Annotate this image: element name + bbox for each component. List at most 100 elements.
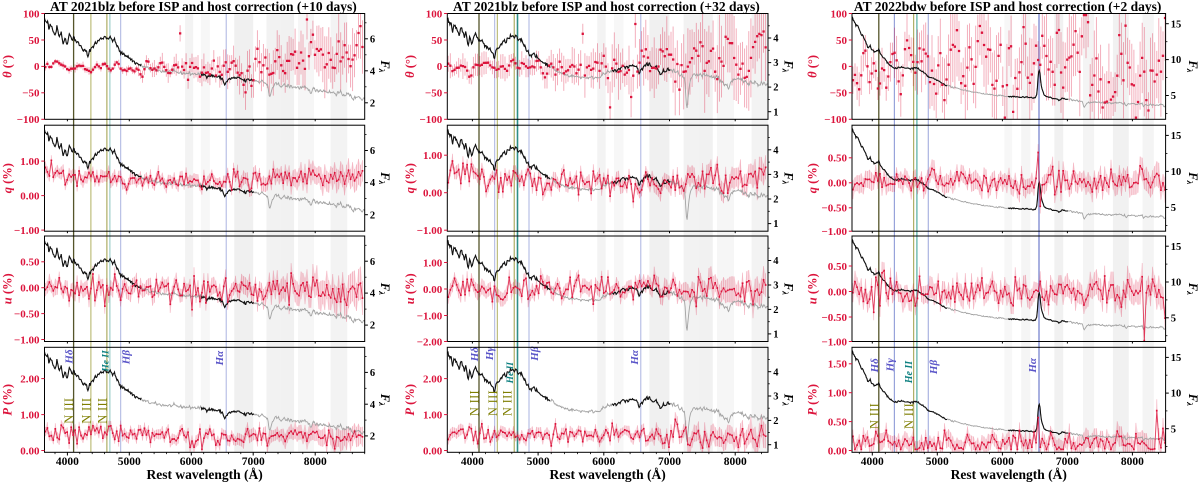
svg-text:0: 0: [842, 61, 848, 73]
svg-text:4: 4: [370, 66, 376, 77]
svg-text:1: 1: [773, 330, 778, 341]
svg-text:2: 2: [773, 416, 778, 427]
svg-text:4000: 4000: [461, 456, 484, 468]
svg-text:−1.00: −1.00: [417, 310, 443, 322]
svg-text:0: 0: [34, 61, 40, 73]
svg-text:Hγ: Hγ: [885, 358, 897, 373]
svg-text:2: 2: [773, 195, 778, 206]
svg-text:15: 15: [1171, 353, 1182, 364]
svg-text:−50: −50: [830, 88, 848, 100]
svg-text:4: 4: [773, 145, 779, 156]
svg-text:4: 4: [773, 367, 779, 378]
svg-text:1.50: 1.50: [828, 359, 848, 371]
svg-text:2: 2: [370, 432, 375, 443]
svg-text:Hβ: Hβ: [529, 346, 541, 362]
svg-text:0.50: 0.50: [828, 153, 848, 165]
svg-text:1.00: 1.00: [423, 257, 443, 269]
svg-text:3: 3: [773, 281, 778, 292]
svg-text:N III: N III: [468, 390, 482, 416]
svg-text:0.00: 0.00: [423, 188, 443, 200]
svg-text:0.00: 0.00: [20, 190, 40, 202]
svg-text:0.50: 0.50: [828, 261, 848, 273]
svg-text:Hβ: Hβ: [121, 350, 133, 366]
svg-text:0.00: 0.00: [828, 445, 848, 457]
svg-text:6000: 6000: [592, 456, 615, 468]
svg-text:2: 2: [370, 98, 375, 109]
svg-text:q (%): q (%): [403, 163, 417, 193]
svg-text:N III: N III: [500, 390, 514, 416]
svg-text:−50: −50: [22, 88, 40, 100]
svg-text:Hα: Hα: [629, 349, 641, 366]
svg-text:−0.50: −0.50: [821, 312, 847, 324]
svg-text:Rest wavelength (Å): Rest wavelength (Å): [549, 467, 665, 482]
svg-text:4: 4: [370, 289, 376, 300]
svg-text:−0.50: −0.50: [14, 308, 40, 320]
svg-text:6: 6: [370, 368, 375, 379]
svg-text:u (%): u (%): [1, 273, 15, 304]
svg-text:50: 50: [29, 35, 41, 47]
svg-text:3: 3: [773, 392, 778, 403]
svg-text:0.00: 0.00: [828, 178, 848, 190]
svg-text:2: 2: [773, 83, 778, 94]
svg-text:4000: 4000: [56, 456, 79, 468]
svg-text:Rest wavelength (Å): Rest wavelength (Å): [951, 467, 1067, 482]
svg-text:−1.00: −1.00: [821, 336, 847, 348]
svg-text:7000: 7000: [242, 456, 265, 468]
svg-text:Rest wavelength (Å): Rest wavelength (Å): [146, 467, 262, 482]
svg-text:Hγ: Hγ: [484, 347, 496, 362]
svg-text:u (%): u (%): [806, 273, 820, 304]
svg-text:50: 50: [431, 35, 443, 47]
svg-text:3: 3: [773, 170, 778, 181]
svg-text:He II: He II: [101, 350, 111, 373]
svg-text:He II: He II: [506, 362, 516, 385]
svg-text:5000: 5000: [118, 456, 141, 468]
svg-text:6: 6: [370, 257, 375, 268]
svg-text:0.00: 0.00: [20, 283, 40, 295]
svg-text:Hα: Hα: [1027, 357, 1039, 374]
svg-text:0.50: 0.50: [20, 257, 40, 269]
svg-text:100: 100: [426, 8, 443, 20]
svg-text:P (%): P (%): [806, 384, 820, 416]
svg-text:Hβ: Hβ: [928, 360, 940, 376]
svg-text:q (%): q (%): [806, 163, 820, 193]
svg-text:0.50: 0.50: [828, 416, 848, 428]
svg-text:θ (°): θ (°): [806, 55, 820, 78]
svg-text:6000: 6000: [180, 456, 203, 468]
svg-text:2: 2: [370, 321, 375, 332]
svg-text:10: 10: [1171, 278, 1182, 289]
svg-text:5: 5: [1171, 203, 1176, 214]
svg-text:0.00: 0.00: [423, 445, 443, 457]
svg-text:−100: −100: [420, 114, 443, 126]
svg-text:Hδ: Hδ: [63, 349, 75, 365]
svg-text:0.00: 0.00: [828, 286, 848, 298]
svg-text:−1.00: −1.00: [417, 225, 443, 237]
svg-text:−1.00: −1.00: [14, 334, 40, 346]
svg-text:1.00: 1.00: [423, 409, 443, 421]
svg-text:10: 10: [1171, 167, 1182, 178]
svg-text:4: 4: [370, 178, 376, 189]
svg-text:1.00: 1.00: [423, 150, 443, 162]
svg-text:1.00: 1.00: [20, 156, 40, 168]
svg-text:1.00: 1.00: [828, 388, 848, 400]
svg-text:AT 2021blz before ISP and host: AT 2021blz before ISP and host correctio…: [50, 0, 357, 14]
svg-text:Hδ: Hδ: [469, 347, 481, 363]
svg-text:15: 15: [1171, 242, 1182, 253]
svg-text:4: 4: [370, 400, 376, 411]
svg-text:50: 50: [836, 35, 848, 47]
svg-text:N III: N III: [79, 398, 93, 424]
svg-text:AT 2021blz before ISP and host: AT 2021blz before ISP and host correctio…: [453, 0, 760, 14]
svg-text:15: 15: [1171, 19, 1182, 30]
svg-text:5000: 5000: [926, 456, 949, 468]
svg-text:2.00: 2.00: [20, 373, 40, 385]
svg-text:AT 2022bdw before ISP and host: AT 2022bdw before ISP and host correctio…: [854, 0, 1161, 14]
svg-text:−100: −100: [824, 114, 847, 126]
svg-text:0.00: 0.00: [423, 284, 443, 296]
svg-text:15: 15: [1171, 131, 1182, 142]
svg-text:100: 100: [831, 8, 848, 20]
svg-text:8000: 8000: [1121, 456, 1144, 468]
svg-text:6: 6: [370, 146, 375, 157]
svg-text:8000: 8000: [304, 456, 327, 468]
svg-text:−50: −50: [425, 88, 443, 100]
svg-text:q (%): q (%): [1, 163, 15, 193]
svg-text:Hα: Hα: [214, 350, 226, 367]
